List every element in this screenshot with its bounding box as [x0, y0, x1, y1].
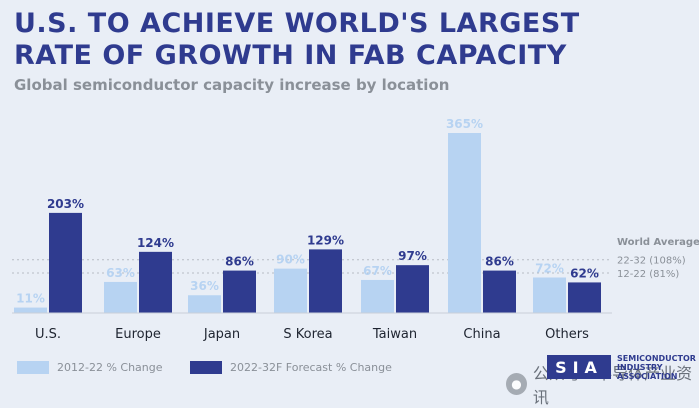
bar-skorea-series-1	[274, 268, 307, 313]
wechat-icon: ●	[506, 373, 527, 395]
legend-label-2022-32f: 2022-32F Forecast % Change	[230, 361, 392, 374]
data-label-taiwan-series-2: 97%	[398, 249, 427, 263]
bar-japan-series-1	[188, 295, 221, 313]
reference-label-1: 22-32 (108%)	[617, 256, 686, 267]
data-label-us-series-2: 203%	[47, 197, 84, 211]
data-label-europe-series-2: 124%	[137, 236, 174, 250]
legend-item-2012-22: 2012-22 % Change	[17, 361, 163, 374]
sia-logo-line-3: ASSOCIATION	[617, 372, 678, 381]
category-label-others: Others	[545, 327, 589, 342]
data-label-others-series-2: 62%	[570, 266, 599, 280]
data-label-china-series-2: 86%	[485, 255, 514, 269]
data-label-china-series-1: 365%	[446, 117, 483, 131]
data-label-skorea-series-1: 90%	[276, 253, 305, 267]
sia-logo-text: SEMICONDUCTOR INDUSTRY ASSOCIATION	[617, 354, 696, 381]
data-label-japan-series-1: 36%	[190, 279, 219, 293]
category-label-skorea: S Korea	[283, 327, 332, 342]
bar-others-series-2	[568, 282, 601, 313]
bar-china-series-2	[483, 270, 516, 313]
title-line-2: RATE OF GROWTH IN FAB CAPACITY	[14, 40, 567, 71]
title-line-1: U.S. TO ACHIEVE WORLD'S LARGEST	[14, 8, 580, 39]
data-label-japan-series-2: 86%	[225, 255, 254, 269]
sia-logo-line-2: INDUSTRY	[617, 363, 663, 372]
bar-us-series-1	[14, 307, 47, 313]
category-label-japan: Japan	[203, 327, 240, 342]
bar-others-series-1	[533, 277, 566, 313]
category-label-china: China	[463, 327, 500, 342]
legend-label-2012-22: 2012-22 % Change	[57, 361, 163, 374]
chart-subtitle: Global semiconductor capacity increase b…	[14, 76, 450, 94]
category-label-europe: Europe	[115, 327, 161, 342]
bar-taiwan-series-2	[396, 265, 429, 313]
category-label-us: U.S.	[35, 327, 61, 342]
legend-item-2022-32f: 2022-32F Forecast % Change	[190, 361, 392, 374]
reference-title: World Average	[617, 237, 699, 248]
reference-label-2: 12-22 (81%)	[617, 269, 679, 280]
data-label-us-series-1: 11%	[16, 292, 45, 306]
data-label-taiwan-series-1: 67%	[363, 264, 392, 278]
data-label-others-series-1: 72%	[535, 261, 564, 275]
sia-logo: SIA	[547, 355, 611, 379]
category-label-taiwan: Taiwan	[372, 327, 417, 342]
bar-skorea-series-2	[309, 249, 342, 313]
data-label-skorea-series-2: 129%	[307, 233, 344, 247]
bar-taiwan-series-1	[361, 279, 394, 313]
chart-title: U.S. TO ACHIEVE WORLD'S LARGEST RATE OF …	[14, 8, 580, 72]
sia-logo-line-1: SEMICONDUCTOR	[617, 354, 696, 363]
legend-swatch-light	[17, 361, 49, 374]
bar-us-series-2	[49, 212, 82, 313]
bar-china-series-1	[448, 133, 481, 313]
legend-swatch-dark	[190, 361, 222, 374]
data-label-europe-series-1: 63%	[106, 266, 135, 280]
bar-japan-series-2	[223, 270, 256, 313]
bar-europe-series-1	[104, 281, 137, 313]
bar-europe-series-2	[139, 251, 172, 313]
